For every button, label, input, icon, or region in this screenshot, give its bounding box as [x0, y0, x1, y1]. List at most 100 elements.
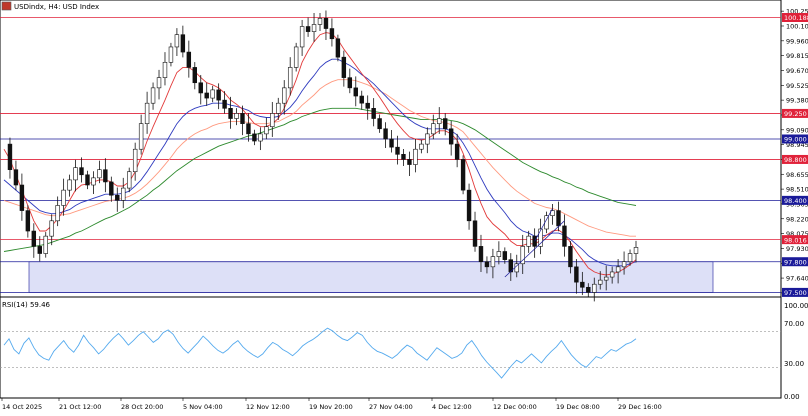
candle-body	[210, 89, 215, 99]
rsi-line	[3, 327, 637, 379]
candle-body	[472, 220, 478, 247]
candle-body	[347, 77, 353, 89]
rsi-label: RSI(14) 59.46	[2, 301, 51, 309]
candle-body	[478, 246, 484, 263]
level-price-tag-label: 97.500	[784, 289, 807, 297]
candle-body	[162, 61, 168, 78]
rsi-max-label: 100.00	[784, 302, 808, 310]
level-price-tag-label: 99.000	[784, 136, 807, 144]
candle-body	[526, 235, 531, 247]
candle-body	[466, 189, 472, 222]
price-axis[interactable]: 100.250 100.105 99.960 99.815 99.670 99.525 99…	[781, 8, 808, 298]
horizontal-levels-layer	[0, 17, 781, 293]
candle-body	[359, 95, 364, 104]
candle-body	[103, 169, 108, 183]
candle-body	[305, 26, 311, 32]
time-tick-label: 5 Nov 04:00	[183, 403, 223, 411]
candle-body	[556, 210, 561, 227]
level-price-tag-label: 98.016	[784, 236, 807, 244]
price-tick-label: 98.945	[786, 141, 808, 149]
candle-body	[520, 246, 525, 265]
candle-body	[627, 253, 633, 263]
candle-body	[85, 174, 90, 186]
ema-long-line	[3, 107, 637, 252]
candle-body	[484, 261, 490, 268]
rsi-min-label: 0.00	[784, 393, 800, 401]
price-tick-label: 99.090	[786, 126, 808, 134]
candle-body	[580, 281, 585, 288]
candle-body	[496, 251, 502, 257]
time-tick-label: 29 Dec 16:00	[618, 403, 662, 411]
candle-body	[293, 46, 299, 68]
candle-body	[228, 108, 233, 119]
symbol-icon	[1, 1, 12, 11]
candle-body	[407, 159, 412, 165]
candle-body	[550, 210, 555, 216]
candle-body	[609, 271, 615, 278]
candle-body	[43, 235, 48, 254]
rsi-layer	[0, 327, 781, 379]
price-tick-label: 100.105	[786, 22, 808, 30]
price-tick-label: 98.075	[786, 230, 808, 238]
candle-body	[431, 123, 436, 135]
level-price-tag-label: 98.800	[784, 156, 807, 164]
time-tick-label: 4 Dec 12:00	[432, 403, 472, 411]
support-zone-layer	[28, 261, 714, 293]
candle-body	[37, 246, 42, 254]
price-tick-label: 99.960	[786, 37, 808, 45]
candle-body	[341, 56, 347, 78]
candle-body	[323, 18, 329, 29]
candle-body	[377, 118, 382, 130]
candle-body	[425, 133, 430, 145]
candle-body	[144, 102, 150, 124]
candle-body	[246, 123, 251, 135]
candle-body	[508, 259, 514, 273]
candle-body	[276, 102, 281, 114]
channel-lower-line	[504, 220, 565, 278]
candle-body	[252, 133, 257, 142]
time-axis[interactable]: 14 Oct 2025 21 Oct 12:00 28 Oct 20:00 5 Nov…	[1, 398, 662, 411]
time-tick-label: 14 Oct 2025	[2, 403, 42, 411]
candle-body	[538, 228, 543, 247]
support-zone	[28, 261, 714, 293]
candle-body	[413, 148, 418, 165]
level-price-tags: 100.188 99.250 99.000 98.800 98.400 98.016 97.…	[782, 12, 808, 297]
candle-body	[132, 148, 138, 173]
level-price-tag	[782, 154, 808, 164]
level-price-tag-label: 98.400	[784, 197, 807, 205]
price-tick-label: 99.380	[786, 97, 808, 105]
price-tick-label: 100.250	[786, 8, 808, 16]
candle-body	[603, 276, 609, 281]
level-price-tag-label: 99.250	[784, 110, 807, 118]
level-price-tag	[782, 12, 808, 22]
candle-body	[13, 169, 19, 186]
candle-body	[562, 225, 567, 247]
candle-body	[287, 67, 293, 89]
candle-body	[448, 128, 454, 145]
time-tick-label: 19 Dec 08:00	[556, 403, 600, 411]
trend-channel-layer	[504, 208, 565, 278]
candle-body	[419, 143, 424, 150]
candle-body	[192, 67, 198, 84]
candle-body	[174, 34, 180, 48]
candle-body	[19, 184, 25, 211]
candle-body	[138, 123, 144, 150]
rsi-pane[interactable]	[0, 296, 782, 399]
candle-body	[180, 34, 186, 53]
level-price-tag	[782, 287, 808, 297]
main-pane[interactable]	[0, 0, 782, 298]
candle-body	[264, 126, 269, 135]
candle-body	[317, 18, 323, 25]
candle-body	[282, 87, 287, 104]
time-tick-label: 12 Nov 12:00	[246, 403, 290, 411]
price-tick-label: 99.815	[786, 52, 808, 60]
time-tick-label: 27 Nov 04:00	[369, 403, 413, 411]
candle-body	[615, 266, 621, 273]
candle-body	[586, 286, 591, 293]
candle-body	[502, 251, 508, 260]
level-price-tag-label: 100.188	[784, 14, 808, 22]
candle-body	[270, 113, 275, 128]
candle-body	[633, 247, 639, 254]
candles-layer	[7, 10, 639, 302]
